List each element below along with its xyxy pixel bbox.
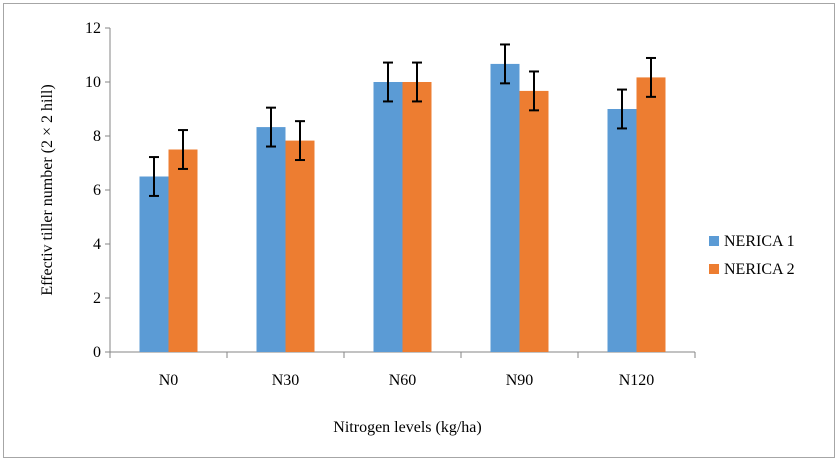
bar: [636, 77, 666, 352]
legend-label: NERICA 1: [724, 233, 795, 250]
y-tick-label: 0: [93, 344, 101, 361]
error-bars: [149, 43, 656, 197]
bar: [607, 109, 637, 352]
y-tick-label: 12: [85, 20, 101, 37]
x-tick-label: N90: [506, 372, 534, 389]
x-tick-label: N60: [389, 372, 417, 389]
bar: [402, 82, 432, 352]
y-tick-label: 6: [93, 182, 101, 199]
x-tick-label: N30: [272, 372, 300, 389]
legend: NERICA 1 NERICA 2: [709, 233, 795, 278]
bar: [168, 149, 198, 352]
legend-label: NERICA 2: [724, 261, 795, 278]
y-tick-label: 4: [93, 236, 101, 253]
x-axis: N0 N30 N60 N90 N120: [109, 351, 696, 389]
y-tick-label: 8: [93, 128, 101, 145]
y-tick-label: 10: [85, 74, 101, 91]
y-tick-label: 2: [93, 290, 101, 307]
x-axis-title: Nitrogen levels (kg/ha): [333, 419, 481, 436]
bars: [139, 63, 666, 352]
x-tick-label: N120: [619, 372, 655, 389]
y-axis-title: Effectiv tiller number (2 × 2 hill): [39, 84, 56, 295]
bar: [373, 82, 403, 352]
bar: [490, 63, 520, 352]
x-tick-label: N0: [159, 372, 179, 389]
bar: [285, 140, 315, 352]
legend-swatch: [709, 236, 719, 246]
y-axis: 0 2 4 6 8 10 12: [85, 20, 111, 361]
legend-swatch: [709, 264, 719, 274]
bar: [256, 127, 286, 352]
bar: [139, 176, 169, 352]
bar: [519, 90, 549, 352]
